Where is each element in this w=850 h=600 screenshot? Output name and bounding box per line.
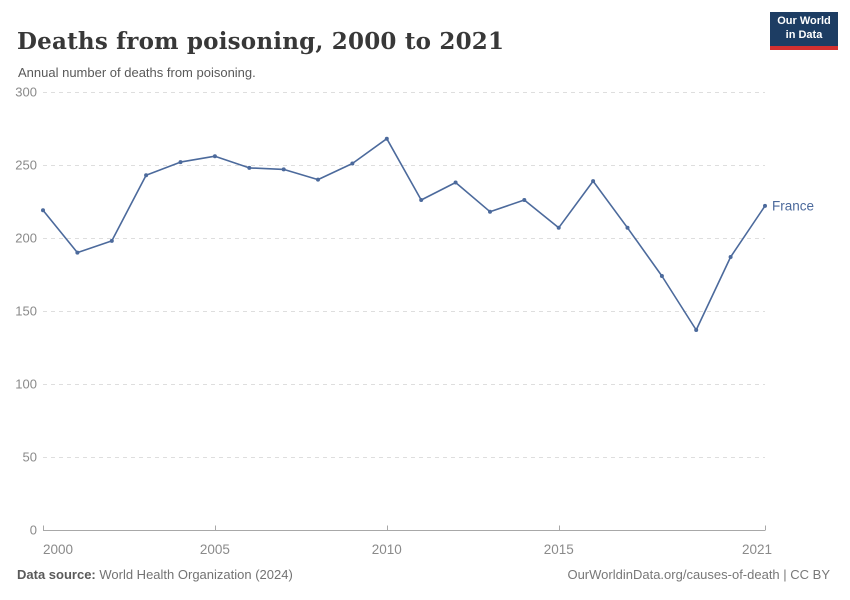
data-point-france-2002	[109, 238, 114, 243]
data-source: Data source: World Health Organization (…	[17, 567, 293, 582]
data-point-france-2005	[212, 154, 217, 159]
data-point-france-2020	[728, 255, 733, 259]
data-point-france-2003	[144, 173, 149, 178]
data-point-france-2014	[522, 198, 527, 202]
x-axis-tick-label-2005: 2005	[200, 542, 230, 557]
attribution-link[interactable]: OurWorldinData.org/causes-of-death | CC …	[567, 567, 830, 582]
data-point-france-2001	[75, 250, 80, 255]
data-point-france-2015	[556, 225, 561, 230]
data-source-text: World Health Organization (2024)	[95, 567, 293, 582]
y-axis-tick-label-250: 250	[15, 158, 37, 173]
data-point-france-2011	[419, 198, 424, 202]
data-point-france-2007	[281, 167, 286, 172]
data-point-france-2009	[350, 161, 355, 166]
data-point-france-2010	[384, 136, 389, 141]
series-label-france: France	[772, 198, 814, 213]
y-axis-tick-label-200: 200	[15, 231, 37, 246]
y-axis-tick-label-100: 100	[15, 377, 37, 392]
y-axis-tick-label-150: 150	[15, 304, 37, 319]
data-point-france-2018	[659, 274, 664, 278]
data-point-france-2021	[763, 203, 767, 208]
data-point-france-2019	[694, 328, 699, 332]
y-axis-tick-label-0: 0	[30, 523, 37, 538]
data-point-france-2000	[41, 208, 45, 213]
page-subtitle: Annual number of deaths from poisoning.	[18, 65, 256, 80]
x-axis-tick-label-2021: 2021	[742, 542, 772, 557]
owid-logo: Our World in Data	[770, 12, 838, 50]
data-point-france-2016	[591, 179, 596, 184]
data-point-france-2006	[247, 165, 252, 170]
data-source-label: Data source:	[17, 567, 96, 582]
data-point-france-2017	[625, 225, 630, 230]
x-axis-tick-label-2010: 2010	[372, 542, 402, 557]
data-point-france-2004	[178, 160, 183, 165]
owid-logo-line1: Our World	[777, 15, 831, 28]
y-axis-tick-label-50: 50	[23, 450, 37, 465]
owid-logo-line2: in Data	[785, 29, 823, 41]
x-axis-tick-label-2015: 2015	[544, 542, 574, 557]
data-point-france-2008	[316, 177, 320, 182]
data-point-france-2013	[488, 209, 492, 214]
x-axis-tick-label-2000: 2000	[43, 542, 73, 557]
data-line-france	[42, 137, 766, 331]
data-point-france-2012	[453, 180, 458, 185]
page-title: Deaths from poisoning, 2000 to 2021	[17, 28, 505, 56]
y-axis-tick-label-300: 300	[15, 85, 37, 100]
